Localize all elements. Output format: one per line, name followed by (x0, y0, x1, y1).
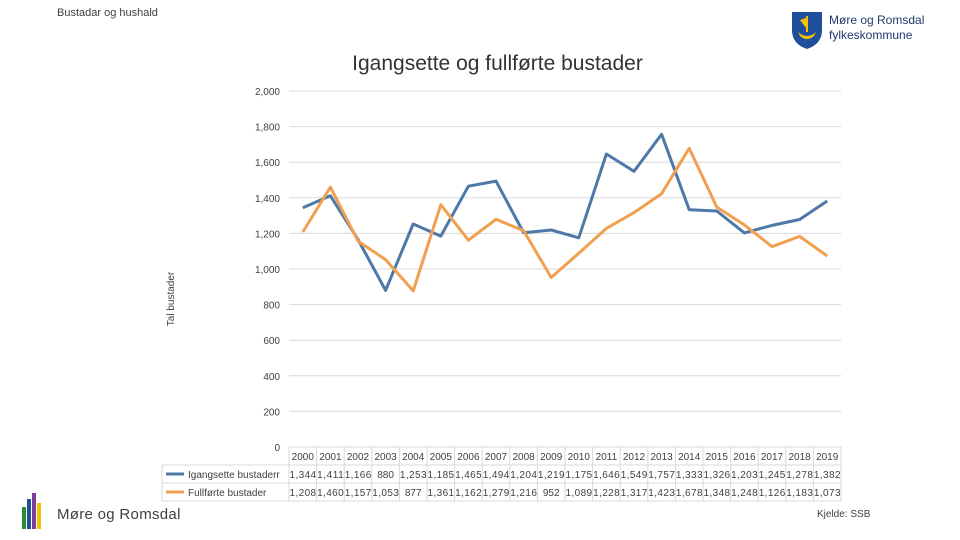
x-tick-label: 2013 (650, 452, 673, 463)
x-tick-label: 2002 (347, 452, 370, 463)
table-cell-value: 1,465 (455, 470, 482, 481)
table-cell-value: 1,175 (566, 470, 593, 481)
legend-label: Fullførte bustader (188, 488, 267, 499)
table-cell-value: 1,053 (372, 488, 399, 499)
y-tick-label: 1,400 (255, 194, 280, 205)
logo-wordmark: Møre og Romsdal fylkeskommune (829, 13, 924, 43)
x-tick-label: 2004 (402, 452, 425, 463)
table-cell-value: 1,278 (786, 470, 813, 481)
table-cell-value: 1,216 (510, 488, 537, 499)
table-cell-value: 1,549 (621, 470, 648, 481)
table-cell-value: 1,248 (731, 488, 758, 499)
table-cell-value: 1,382 (814, 470, 841, 481)
x-tick-label: 2001 (319, 452, 342, 463)
table-cell-value: 1,245 (759, 470, 786, 481)
table-cell-value: 1,423 (648, 488, 675, 499)
table-cell-value: 1,126 (759, 488, 786, 499)
x-tick-label: 2015 (706, 452, 729, 463)
x-tick-label: 2008 (512, 452, 535, 463)
x-tick-label: 2012 (623, 452, 646, 463)
x-tick-label: 2007 (485, 452, 508, 463)
table-cell-value: 1,157 (345, 488, 372, 499)
x-tick-label: 2010 (568, 452, 591, 463)
table-cell-value: 1,361 (428, 488, 455, 499)
y-tick-label: 200 (263, 407, 280, 418)
table-cell-value: 1,348 (704, 488, 731, 499)
table-cell-value: 1,183 (786, 488, 813, 499)
table-cell-value: 1,203 (731, 470, 758, 481)
table-cell-value: 1,253 (400, 470, 427, 481)
y-tick-label: 2,000 (255, 87, 280, 98)
table-cell-value: 1,219 (538, 470, 565, 481)
y-axis-label: Tal bustader (166, 271, 177, 326)
table-cell-value: 1,166 (345, 470, 372, 481)
coat-of-arms-logo (792, 12, 822, 49)
table-cell-value: 1,073 (814, 488, 841, 499)
table-cell-value: 877 (405, 488, 422, 499)
logo-ship-icon (798, 32, 816, 39)
y-tick-label: 1,800 (255, 123, 280, 134)
table-cell-value: 1,317 (621, 488, 648, 499)
x-tick-label: 2003 (374, 452, 397, 463)
footer-logo-bars-icon (22, 493, 41, 529)
table-cell-value: 1,204 (510, 470, 537, 481)
table-cell-value: 1,411 (317, 470, 344, 481)
y-tick-label: 1,000 (255, 265, 280, 276)
x-tick-label: 2011 (596, 452, 618, 463)
y-tick-label: 0 (274, 443, 280, 454)
logo-line-1: Møre og Romsdal (829, 13, 925, 27)
table-cell-value: 1,494 (483, 470, 510, 481)
source-label: Kjelde: SSB (817, 509, 871, 520)
y-tick-label: 400 (263, 372, 280, 383)
table-cell-value: 1,460 (317, 488, 344, 499)
breadcrumb: Bustadar og hushald (57, 7, 158, 19)
x-tick-label: 2016 (733, 452, 756, 463)
table-cell-value: 1,089 (566, 488, 593, 499)
table-cell-value: 880 (377, 470, 394, 481)
table-cell-value: 952 (543, 488, 560, 499)
table-cell-value: 1,757 (648, 470, 675, 481)
x-tick-label: 2018 (788, 452, 811, 463)
x-tick-label: 2017 (761, 452, 784, 463)
x-tick-label: 2019 (816, 452, 839, 463)
x-tick-label: 2014 (678, 452, 701, 463)
series-line-1 (302, 132, 829, 292)
x-tick-label: 2009 (540, 452, 563, 463)
y-tick-label: 800 (263, 301, 280, 312)
table-cell-value: 1,333 (676, 470, 703, 481)
table-cell-value: 1,326 (704, 470, 731, 481)
legend-label: Igangsette bustaderr (188, 470, 280, 481)
y-tick-label: 1,600 (255, 158, 280, 169)
table-cell-value: 1,646 (593, 470, 620, 481)
footer-org-name: Møre og Romsdal (57, 506, 181, 523)
table-cell-value: 1,208 (290, 488, 317, 499)
x-tick-label: 2006 (457, 452, 480, 463)
table-cell-value: 1,185 (428, 470, 455, 481)
chart-title: Igangsette og fullførte bustader (352, 52, 643, 75)
table-cell-value: 1,678 (676, 488, 703, 499)
series-line-2 (301, 146, 829, 293)
table-cell-value: 1,162 (455, 488, 482, 499)
logo-line-2: fylkeskommune (829, 28, 913, 42)
x-tick-label: 2005 (430, 452, 453, 463)
table-cell-value: 1,279 (483, 488, 510, 499)
table-cell-value: 1,344 (290, 470, 317, 481)
y-tick-label: 600 (263, 336, 280, 347)
table-cell-value: 1,228 (593, 488, 620, 499)
y-tick-label: 1,200 (255, 229, 280, 240)
x-tick-label: 2000 (292, 452, 315, 463)
